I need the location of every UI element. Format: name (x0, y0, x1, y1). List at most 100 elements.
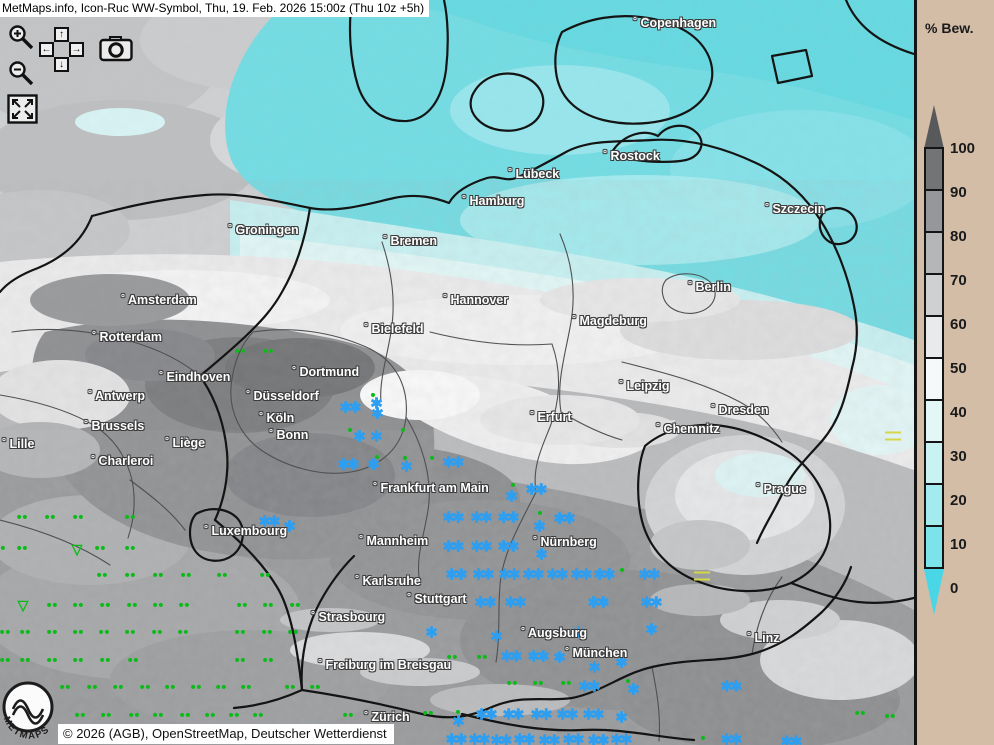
pan-up-button[interactable]: ↑ (54, 27, 69, 42)
city-label: ° Charleroi (91, 454, 154, 468)
wx-symbol-d2: ●● (342, 709, 354, 721)
wx-symbol-d2: ●● (46, 626, 58, 638)
wx-symbol-s2: ✱✱ (553, 510, 575, 528)
city-label: ° Mannheim (359, 534, 429, 548)
wx-symbol-d2: ●● (124, 569, 136, 581)
city-label: ° Brussels (84, 419, 145, 433)
wx-symbol-s2: ✱✱ (504, 594, 526, 612)
wx-symbol-d2: ●● (164, 681, 176, 693)
legend-tick-label: 0 (950, 580, 959, 597)
wx-symbol-s2: ✱✱ (442, 454, 464, 472)
wx-symbol-d2: ●● (284, 681, 296, 693)
wx-symbol-s2: ✱✱ (497, 538, 519, 556)
pan-right-button[interactable]: → (69, 42, 84, 57)
wx-symbol-d2: ●● (287, 626, 299, 638)
wx-symbol-s2: ✱✱ (470, 538, 492, 556)
wx-symbol-s1: ✱ (535, 546, 547, 564)
wx-symbol-s1: ✱ (645, 621, 657, 639)
wx-symbol-s2: ✱✱ (474, 594, 496, 612)
city-label: ° München (565, 646, 628, 660)
wx-symbol-d1: ● (510, 479, 516, 491)
wx-symbol-d1: ● (625, 675, 631, 687)
wx-symbol-d2: ●● (152, 599, 164, 611)
wx-symbol-d2: ●● (124, 626, 136, 638)
wx-symbol-s1: ✱ (553, 649, 565, 667)
wx-symbol-s2: ✱✱ (720, 678, 742, 696)
wx-symbol-d1: ● (429, 452, 435, 464)
wx-symbol-d2: ●● (99, 654, 111, 666)
wx-symbol-d2: ●● (236, 599, 248, 611)
wx-symbol-d2: ●● (289, 599, 301, 611)
wx-symbol-s2: ✱✱ (610, 731, 632, 745)
city-label: ° Bonn (269, 428, 309, 442)
city-label: ° Eindhoven (159, 370, 231, 384)
wx-symbol-s2: ✱✱ (546, 566, 568, 584)
snapshot-button[interactable] (99, 35, 135, 68)
legend-tick-label: 50 (950, 360, 967, 377)
wx-symbol-m (885, 431, 901, 441)
wx-symbol-d2: ●● (234, 626, 246, 638)
wx-symbol-d2: ●● (190, 681, 202, 693)
city-label: ° Hannover (443, 293, 509, 307)
city-label: ° Chemnitz (656, 422, 720, 436)
wx-symbol-d2: ●● (0, 654, 11, 666)
wx-symbol-s1: ✱ (400, 458, 412, 476)
city-label: ° Lille (2, 437, 35, 451)
wx-symbol-d1: ● (370, 389, 376, 401)
city-label: ° Zürich (364, 710, 410, 724)
map-art (0, 0, 914, 745)
wx-symbol-d1: ● (537, 507, 543, 519)
wx-symbol-d2: ●● (96, 569, 108, 581)
wx-symbol-s2: ✱✱ (468, 731, 490, 745)
wx-symbol-s2: ✱✱ (525, 481, 547, 499)
wx-symbol-s2: ✱✱ (500, 648, 522, 666)
wx-symbol-d2: ●● (100, 709, 112, 721)
city-label: ° Rotterdam (92, 330, 162, 344)
wx-symbol-s1: ✱ (533, 518, 545, 536)
wx-symbol-s2: ✱✱ (578, 678, 600, 696)
wx-symbol-s2: ✱✱ (258, 513, 280, 531)
wx-symbol-s2: ✱✱ (445, 731, 467, 745)
city-label: ° Antwerp (88, 389, 146, 403)
wx-symbol-s2: ✱✱ (442, 509, 464, 527)
wx-symbol-d2: ●● (204, 709, 216, 721)
wx-symbol-d2: ●● (46, 599, 58, 611)
zoom-out-button[interactable] (8, 60, 35, 92)
city-label: ° Freiburg im Breisgau (318, 658, 452, 672)
wx-symbol-s2: ✱✱ (530, 706, 552, 724)
wx-symbol-d2: ●● (16, 542, 28, 554)
wx-symbol-s2: ✱✱ (497, 509, 519, 527)
pan-down-button[interactable]: ↓ (54, 57, 69, 72)
wx-symbol-d2: ●● (46, 654, 58, 666)
wx-symbol-s2: ✱✱ (587, 594, 609, 612)
zoom-in-button[interactable] (8, 24, 35, 56)
wx-symbol-d2: ●● (19, 654, 31, 666)
city-label: ° Magdeburg (572, 314, 647, 328)
map-canvas[interactable]: ° Copenhagen ° Rostock ° Lübeck ° Hamburg ° … (0, 0, 914, 745)
wx-symbol-d2: ●● (72, 599, 84, 611)
city-label: ° Köln (259, 411, 295, 425)
wx-symbol-d2: ●● (180, 569, 192, 581)
wx-symbol-s2: ✱✱ (470, 509, 492, 527)
wx-symbol-d2: ●● (532, 677, 544, 689)
wx-symbol-d2: ●● (179, 709, 191, 721)
fullscreen-button[interactable] (7, 94, 38, 129)
wx-symbol-s1: ✱ (353, 428, 365, 446)
legend-tick-label: 20 (950, 492, 967, 509)
wx-symbol-s2: ✱✱ (445, 566, 467, 584)
pan-left-button[interactable]: ← (39, 42, 54, 57)
city-label: ° Stuttgart (407, 592, 467, 606)
wx-symbol-d2: ●● (74, 709, 86, 721)
wx-symbol-d2: ●● (44, 511, 56, 523)
wx-symbol-d2: ●● (72, 654, 84, 666)
wx-symbol-sh: ▽ (17, 597, 29, 613)
wx-symbol-s1: ✱ (283, 518, 295, 536)
wx-symbol-s1: ✱ (452, 713, 464, 731)
city-label: ° Lübeck (508, 167, 560, 181)
wx-symbol-s2: ✱✱ (475, 706, 497, 724)
wx-symbol-d2: ●● (19, 626, 31, 638)
wx-symbol-d2: ●● (446, 651, 458, 663)
wx-symbol-d2: ●● (124, 511, 136, 523)
wx-symbol-s2: ✱✱ (587, 732, 609, 745)
wx-symbol-d2: ●● (126, 599, 138, 611)
